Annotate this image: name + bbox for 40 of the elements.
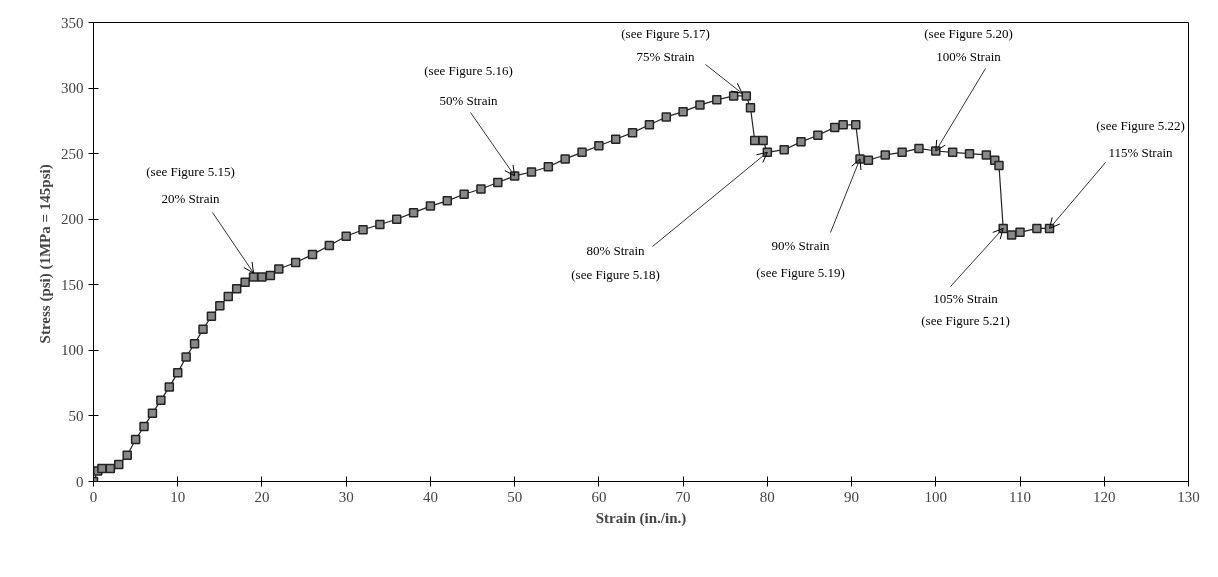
- x-tick-label: 90: [844, 488, 860, 505]
- annotation: 80% Strain: [586, 243, 646, 258]
- y-tick-label: 100: [61, 342, 84, 359]
- annotation: 100% Strain: [936, 49, 1002, 64]
- x-axis-title: Strain (in./in.): [595, 509, 687, 527]
- y-tick-label: 350: [61, 14, 84, 31]
- y-tick-label: 250: [61, 145, 84, 162]
- y-tick-label: 50: [68, 407, 84, 424]
- y-tick-label: 150: [61, 276, 84, 293]
- annotation: (see Figure 5.15): [146, 164, 235, 179]
- annotation: (see Figure 5.16): [424, 63, 513, 78]
- x-tick-label: 100: [924, 488, 948, 505]
- x-tick-label: 40: [422, 488, 438, 505]
- x-tick-label: 20: [254, 488, 270, 505]
- y-tick-label: 0: [76, 473, 84, 490]
- annotation: 20% Strain: [161, 191, 221, 206]
- annotation: (see Figure 5.17): [621, 26, 710, 41]
- y-tick-label: 300: [61, 80, 84, 97]
- y-tick-label: 200: [61, 211, 84, 228]
- x-tick-label: 50: [507, 488, 523, 505]
- annotation: (see Figure 5.18): [571, 267, 660, 282]
- x-tick-label: 0: [89, 488, 98, 505]
- y-axis-title: Stress (psi) (1MPa = 145psi): [37, 164, 54, 344]
- annotation: (see Figure 5.21): [921, 313, 1010, 328]
- annotation: 105% Strain: [933, 291, 999, 306]
- x-tick-label: 10: [170, 488, 186, 505]
- x-tick-label: 60: [591, 488, 607, 505]
- annotation: 115% Strain: [1108, 145, 1174, 160]
- x-tick-label: 110: [1009, 488, 1032, 505]
- annotation: (see Figure 5.22): [1096, 118, 1185, 133]
- annotation: 50% Strain: [439, 93, 499, 108]
- x-tick-label: 120: [1093, 488, 1116, 505]
- x-tick-label: 130: [1177, 488, 1200, 505]
- annotation: (see Figure 5.20): [924, 26, 1013, 41]
- x-tick-label: 70: [675, 488, 691, 505]
- annotation: (see Figure 5.19): [756, 265, 845, 280]
- x-tick-label: 30: [338, 488, 354, 505]
- x-tick-label: 80: [759, 488, 775, 505]
- annotation: 90% Strain: [771, 238, 831, 253]
- annotation: 75% Strain: [636, 49, 696, 64]
